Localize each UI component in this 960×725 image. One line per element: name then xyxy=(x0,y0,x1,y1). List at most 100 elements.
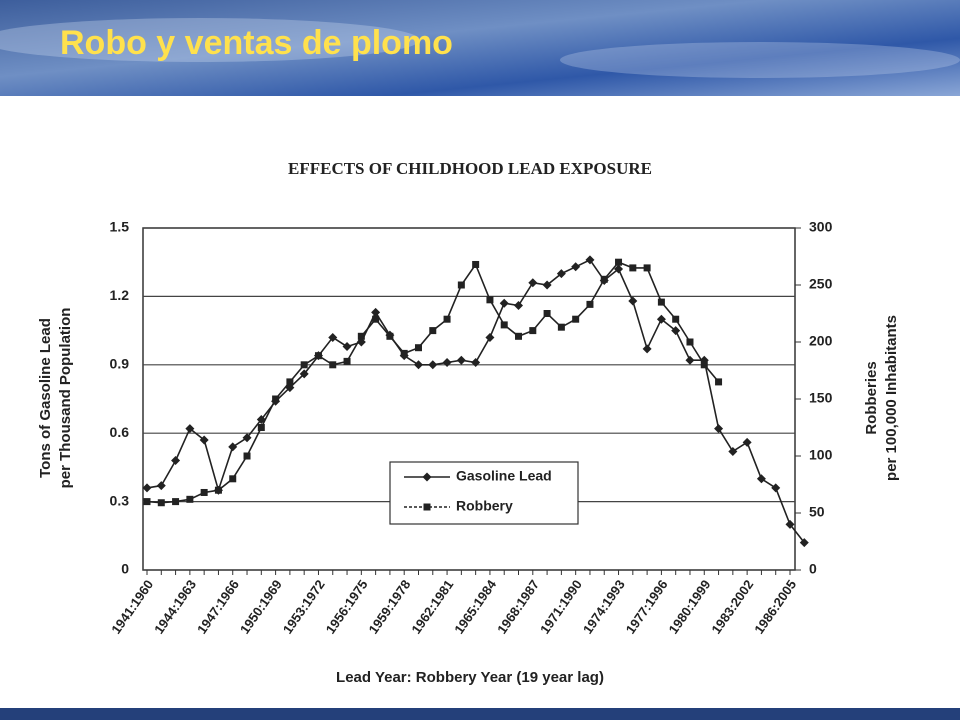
point xyxy=(714,424,724,434)
point xyxy=(343,357,351,365)
point xyxy=(357,332,365,340)
point xyxy=(186,495,194,503)
y2-axis-label-line: Robberies xyxy=(863,361,880,434)
point xyxy=(456,355,466,365)
point xyxy=(423,503,431,511)
footer-band xyxy=(0,708,960,720)
point xyxy=(228,442,238,452)
point xyxy=(700,361,708,369)
point xyxy=(485,332,495,342)
point xyxy=(742,437,752,447)
point xyxy=(614,264,624,274)
point xyxy=(142,483,152,493)
point xyxy=(372,315,380,323)
point xyxy=(422,472,432,482)
point xyxy=(615,258,623,266)
y2-tick-label: 50 xyxy=(809,504,825,520)
point xyxy=(400,349,408,357)
point xyxy=(586,300,594,308)
y2-tick-label: 200 xyxy=(809,333,833,349)
point xyxy=(685,355,695,365)
legend-box xyxy=(389,461,579,525)
point xyxy=(671,326,681,336)
point xyxy=(672,315,680,323)
point xyxy=(185,424,195,434)
point xyxy=(242,433,252,443)
point xyxy=(229,475,237,483)
y2-tick-label: 100 xyxy=(809,447,833,463)
point xyxy=(514,301,524,311)
header-band xyxy=(0,0,960,96)
point xyxy=(471,358,481,368)
point xyxy=(600,275,608,283)
point xyxy=(156,481,166,491)
legend: Gasoline Lead Robbery xyxy=(389,461,579,525)
point xyxy=(542,280,552,290)
body xyxy=(0,96,960,708)
point xyxy=(328,332,338,342)
point xyxy=(171,456,181,466)
point xyxy=(428,360,438,370)
point xyxy=(172,498,180,506)
point xyxy=(629,264,637,272)
y-axis-label-line: Tons of Gasoline Lead xyxy=(37,318,54,478)
point xyxy=(785,519,795,529)
point xyxy=(571,262,581,272)
point xyxy=(143,498,151,506)
legend-label: Gasoline Lead xyxy=(456,468,552,484)
point xyxy=(686,338,694,346)
point xyxy=(243,452,251,460)
point xyxy=(157,499,165,507)
point xyxy=(286,378,294,386)
y2-axis-label: Robberies per 100,000 Inhabitants xyxy=(863,315,900,481)
y-tick-label: 1.2 xyxy=(110,287,130,303)
point xyxy=(300,361,308,369)
point xyxy=(728,446,738,456)
x-axis-label: Lead Year: Robbery Year (19 year lag) xyxy=(336,669,604,686)
point xyxy=(443,315,451,323)
y-tick-label: 0.9 xyxy=(110,356,130,372)
point xyxy=(371,307,381,317)
point xyxy=(257,424,265,431)
point xyxy=(299,369,309,379)
point xyxy=(342,342,352,352)
y2-tick-label: 0 xyxy=(809,561,817,577)
point xyxy=(515,332,523,340)
y-tick-label: 1.5 xyxy=(110,219,130,235)
y-tick-label: 0 xyxy=(121,561,129,577)
legend-label: Robbery xyxy=(456,498,513,514)
point xyxy=(715,378,723,386)
point xyxy=(657,298,665,306)
slide-title: Robo y ventas de plomo xyxy=(60,24,453,62)
point xyxy=(656,314,666,324)
point xyxy=(314,352,322,360)
point xyxy=(472,260,480,268)
point xyxy=(499,298,509,308)
point xyxy=(457,281,465,289)
point xyxy=(556,269,566,279)
point xyxy=(771,483,781,493)
y-axis-label-line: per Thousand Population xyxy=(57,308,74,489)
point xyxy=(642,344,652,354)
point xyxy=(442,358,452,368)
point xyxy=(557,323,565,331)
point xyxy=(413,360,423,370)
y2-tick-label: 300 xyxy=(809,219,833,235)
point xyxy=(200,488,208,496)
point xyxy=(756,474,766,484)
chart-title: EFFECTS OF CHILDHOOD LEAD EXPOSURE xyxy=(288,159,652,178)
point xyxy=(486,296,494,304)
point xyxy=(643,264,651,272)
point xyxy=(585,255,595,265)
point xyxy=(500,321,508,329)
y2-tick-label: 250 xyxy=(809,276,833,292)
point xyxy=(528,278,538,288)
y-tick-label: 0.6 xyxy=(110,424,130,440)
y-axis-label: Tons of Gasoline Lead per Thousand Popul… xyxy=(37,308,74,489)
point xyxy=(429,327,437,335)
point xyxy=(572,315,580,323)
point xyxy=(628,296,638,306)
point xyxy=(329,361,337,369)
y2-tick-label: 150 xyxy=(809,390,833,406)
